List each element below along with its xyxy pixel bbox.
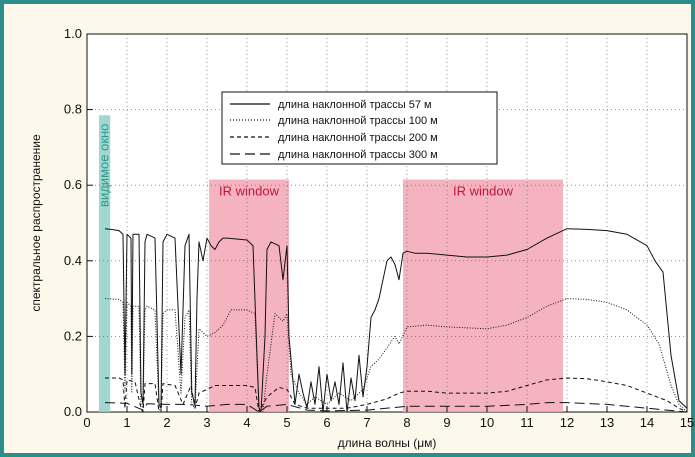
y-tick-label-2: 0.4 <box>64 253 82 268</box>
band-2 <box>209 179 289 412</box>
band-label-2: IR window <box>219 184 280 199</box>
y-tick-label-1: 0.2 <box>64 328 82 343</box>
x-tick-label-12: 12 <box>560 415 574 430</box>
band-3 <box>403 179 563 412</box>
y-tick-label-5: 1.0 <box>64 26 82 41</box>
x-tick-label-8: 8 <box>403 415 410 430</box>
x-tick-label-6: 6 <box>323 415 330 430</box>
legend-label-1: длина наклонной трассы 57 м <box>278 99 432 111</box>
bands-layer: видимое окно IR window IR window <box>97 115 563 413</box>
series-layer <box>104 228 688 413</box>
x-tick-label-1: 1 <box>123 415 130 430</box>
y-tick-label-3: 0.6 <box>64 177 82 192</box>
x-tick-label-4: 4 <box>243 415 250 430</box>
x-tick-label-2: 2 <box>163 415 170 430</box>
legend-label-3: длина наклонной трассы 200 м <box>278 132 438 144</box>
legend-label-4: длина наклонной трассы 300 м <box>278 149 438 161</box>
x-tick-label-14: 14 <box>640 415 654 430</box>
legend-label-2: длина наклонной трассы 100 м <box>278 115 438 127</box>
ticks-layer: 0 1 2 3 4 5 6 7 8 9 10 11 12 13 14 150.00.20.40.60.81.0 <box>64 26 694 430</box>
band-1 <box>99 115 111 413</box>
legend: длина наклонной трассы 57 м длина наклон… <box>221 91 498 165</box>
x-tick-label-15: 15 <box>680 415 694 430</box>
plot-area <box>86 33 688 413</box>
band-label-1: видимое окно <box>97 124 112 207</box>
x-tick-label-10: 10 <box>480 415 494 430</box>
x-tick-label-0: 0 <box>83 415 90 430</box>
x-tick-label-5: 5 <box>283 415 290 430</box>
y-axis-label: спектральное распространение <box>29 134 43 312</box>
y-tick-label-0: 0.0 <box>64 404 82 419</box>
x-tick-label-7: 7 <box>363 415 370 430</box>
series-line-3 <box>105 377 688 413</box>
x-tick-label-13: 13 <box>600 415 614 430</box>
x-tick-label-3: 3 <box>203 415 210 430</box>
y-tick-label-4: 0.8 <box>64 102 82 117</box>
x-tick-label-9: 9 <box>443 415 450 430</box>
series-line-4 <box>104 402 688 413</box>
x-tick-label-11: 11 <box>520 415 534 430</box>
x-axis-label: длина волны (μм) <box>338 436 437 450</box>
band-label-3: IR window <box>453 184 514 199</box>
grid-layer <box>87 34 687 412</box>
